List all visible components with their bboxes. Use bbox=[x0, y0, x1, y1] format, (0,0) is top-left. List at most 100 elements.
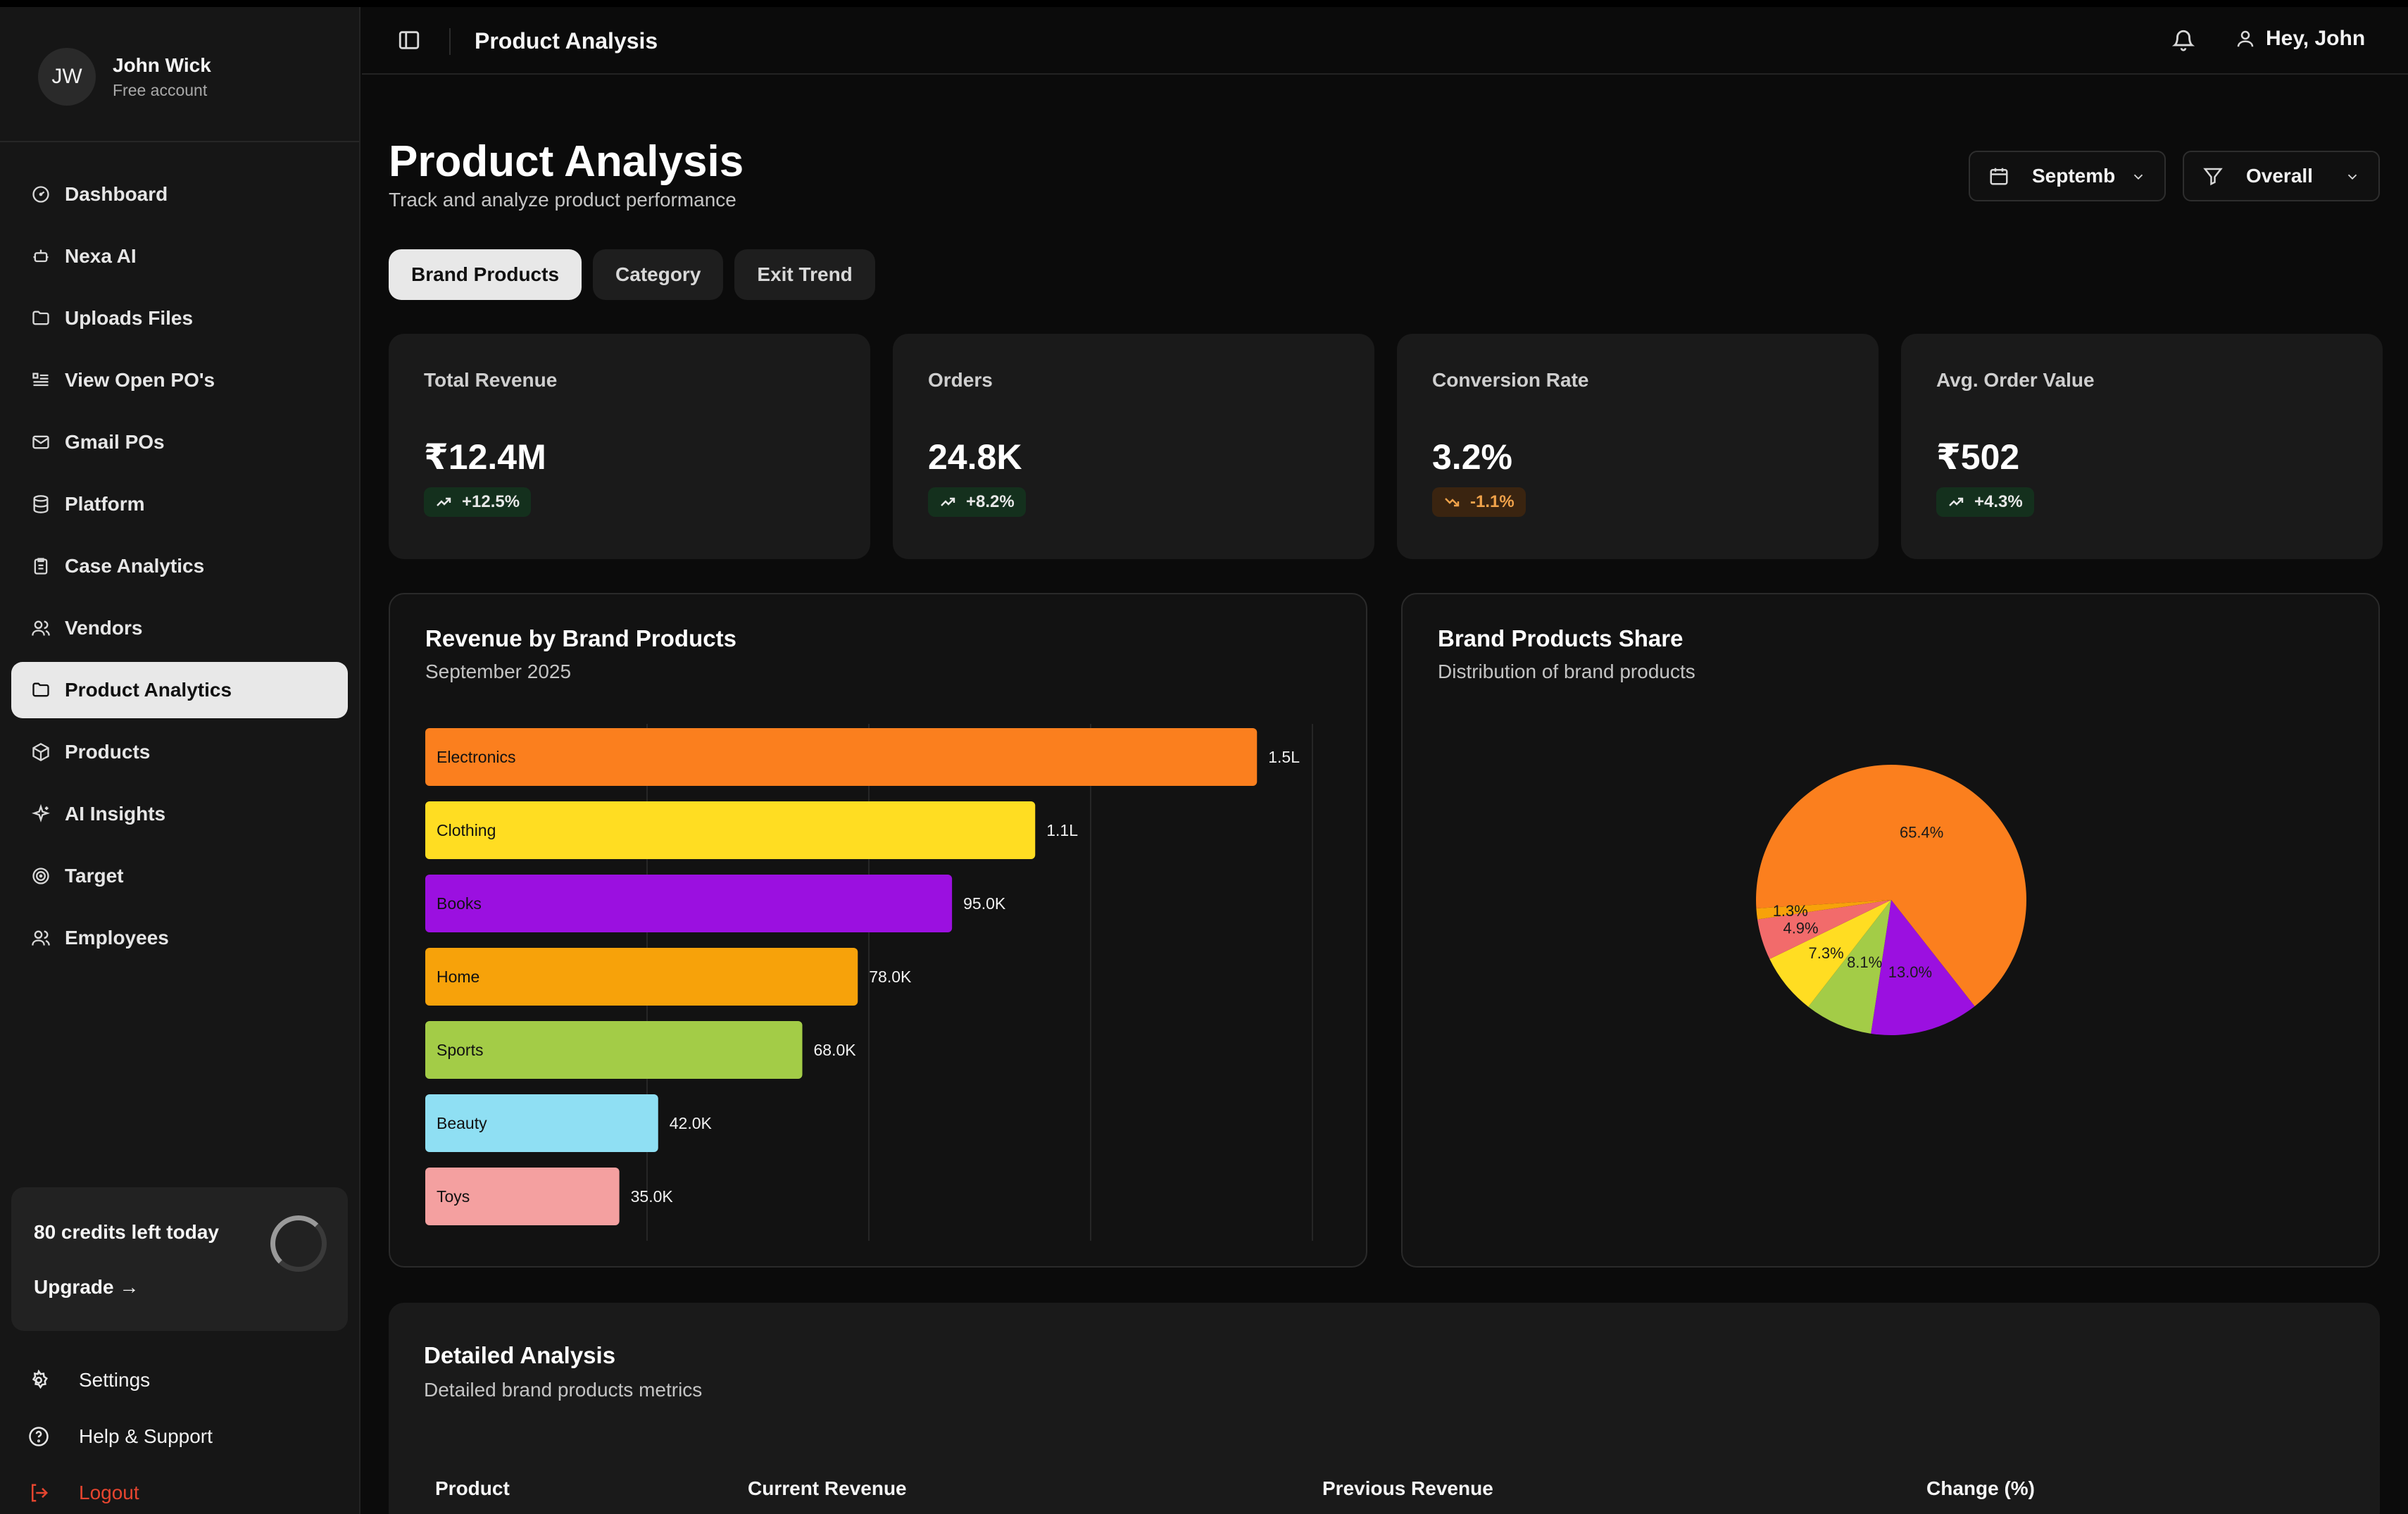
metric-change-badge: +4.3% bbox=[1936, 487, 2034, 517]
bar-value-label: 78.0K bbox=[869, 968, 912, 986]
analysis-tabs: Brand Products Category Exit Trend bbox=[389, 249, 886, 300]
pie-slice-label: 7.3% bbox=[1808, 944, 1843, 962]
bell-icon[interactable] bbox=[2171, 28, 2195, 56]
help-support-link[interactable]: Help & Support bbox=[28, 1408, 213, 1465]
sidebar-item-platform[interactable]: Platform bbox=[11, 476, 348, 532]
column-header-product[interactable]: Product bbox=[435, 1477, 510, 1499]
sidebar-item-products[interactable]: Products bbox=[11, 724, 348, 780]
sidebar-item-view-open-po-s[interactable]: View Open PO's bbox=[11, 352, 348, 408]
scope-filter-select[interactable]: Overall bbox=[2183, 151, 2380, 201]
pie-slice-label: 65.4% bbox=[1900, 824, 1943, 842]
bar-clothing[interactable] bbox=[425, 801, 1036, 859]
sidebar-toggle-icon[interactable] bbox=[397, 28, 421, 56]
clipboard-icon bbox=[30, 555, 52, 577]
bar-books[interactable] bbox=[425, 875, 953, 932]
detail-subtitle: Detailed brand products metrics bbox=[424, 1379, 703, 1401]
sidebar-item-case-analytics[interactable]: Case Analytics bbox=[11, 538, 348, 594]
metric-change-text: +12.5% bbox=[462, 492, 520, 511]
bar-chart-subtitle: September 2025 bbox=[425, 661, 572, 682]
pie-chart-subtitle: Distribution of brand products bbox=[1438, 661, 1695, 682]
user-plan: Free account bbox=[113, 80, 208, 99]
chevron-down-icon bbox=[2347, 174, 2357, 180]
avatar: JW bbox=[38, 48, 96, 106]
bar-value-label: 1.1L bbox=[1046, 821, 1078, 839]
sidebar-divider bbox=[0, 141, 359, 142]
pie-slice-label: 8.1% bbox=[1847, 953, 1882, 971]
box-icon bbox=[30, 741, 52, 763]
pie-chart-title: Brand Products Share bbox=[1438, 625, 1683, 651]
metric-card-total-revenue: Total Revenue ₹12.4M +12.5% bbox=[389, 334, 870, 559]
detailed-analysis-card: Detailed Analysis Detailed brand product… bbox=[389, 1303, 2380, 1514]
upgrade-link[interactable]: Upgrade → bbox=[34, 1276, 139, 1298]
column-header-current-revenue[interactable]: Current Revenue bbox=[748, 1477, 907, 1499]
sidebar: JW John Wick Free account Dashboard Nexa… bbox=[0, 7, 360, 1514]
dashboard-icon bbox=[30, 183, 52, 206]
scope-filter-value: Overall bbox=[2246, 165, 2313, 187]
month-select[interactable]: Septemb bbox=[1969, 151, 2166, 201]
metric-card-avg-order-value: Avg. Order Value ₹502 +4.3% bbox=[1901, 334, 2383, 559]
pie-slice-label: 4.9% bbox=[1783, 920, 1818, 937]
pie-slice[interactable] bbox=[1808, 900, 1891, 1034]
logout-icon bbox=[28, 1482, 51, 1503]
trending-up-icon bbox=[939, 494, 966, 511]
pie-slice[interactable] bbox=[1757, 900, 1891, 959]
sidebar-item-target[interactable]: Target bbox=[11, 848, 348, 904]
sidebar-item-label: Platform bbox=[65, 493, 145, 515]
column-header-change[interactable]: Change (%) bbox=[1926, 1477, 2035, 1499]
sidebar-item-label: Vendors bbox=[65, 617, 143, 639]
bar-value-label: 1.5L bbox=[1268, 748, 1300, 766]
credits-panel: 80 credits left today Upgrade → bbox=[11, 1187, 348, 1331]
bar-value-label: 68.0K bbox=[814, 1041, 857, 1059]
help-support-label: Help & Support bbox=[79, 1425, 213, 1447]
users-icon bbox=[30, 617, 52, 639]
trending-down-icon bbox=[1443, 494, 1470, 511]
sidebar-item-label: Dashboard bbox=[65, 183, 168, 205]
brand-share-pie-chart-card: Brand Products Share Distribution of bra… bbox=[1401, 593, 2380, 1268]
metric-card-orders: Orders 24.8K +8.2% bbox=[893, 334, 1374, 559]
pie-slice[interactable] bbox=[1756, 900, 1891, 920]
sidebar-item-product-analytics[interactable]: Product Analytics bbox=[11, 662, 348, 718]
sidebar-item-label: Employees bbox=[65, 927, 169, 949]
sidebar-item-nexa-ai[interactable]: Nexa AI bbox=[11, 228, 348, 284]
bar-electronics[interactable] bbox=[425, 728, 1258, 786]
mail-icon bbox=[30, 431, 52, 453]
sidebar-item-label: View Open PO's bbox=[65, 369, 215, 391]
pie-slice[interactable] bbox=[1769, 900, 1891, 1007]
bar-home[interactable] bbox=[425, 948, 858, 1006]
gear-icon bbox=[28, 1370, 51, 1391]
sidebar-item-employees[interactable]: Employees bbox=[11, 910, 348, 966]
metric-value: 24.8K bbox=[928, 437, 1022, 477]
sidebar-item-dashboard[interactable]: Dashboard bbox=[11, 166, 348, 223]
logout-label: Logout bbox=[79, 1482, 139, 1503]
sidebar-item-vendors[interactable]: Vendors bbox=[11, 600, 348, 656]
metric-value: 3.2% bbox=[1432, 437, 1512, 477]
pie-slice[interactable] bbox=[1871, 900, 1975, 1035]
pie-slice[interactable] bbox=[1756, 765, 2026, 1006]
bar-toys[interactable] bbox=[425, 1168, 620, 1225]
sparkles-icon bbox=[30, 803, 52, 825]
loading-spinner-icon bbox=[270, 1215, 327, 1272]
month-select-value: Septemb bbox=[2032, 165, 2116, 187]
sidebar-item-uploads-files[interactable]: Uploads Files bbox=[11, 290, 348, 346]
greeting-text: Hey, John bbox=[2266, 27, 2366, 50]
bar-category-label: Sports bbox=[437, 1041, 483, 1059]
user-profile[interactable]: JW John Wick Free account bbox=[38, 48, 211, 106]
tab-exit-trend[interactable]: Exit Trend bbox=[734, 249, 875, 300]
sidebar-item-gmail-pos[interactable]: Gmail POs bbox=[11, 414, 348, 470]
list-icon bbox=[30, 369, 52, 392]
sidebar-item-label: Product Analytics bbox=[65, 679, 232, 701]
tab-brand-products[interactable]: Brand Products bbox=[389, 249, 582, 300]
tab-category[interactable]: Category bbox=[593, 249, 724, 300]
settings-link[interactable]: Settings bbox=[28, 1352, 213, 1408]
bar-sports[interactable] bbox=[425, 1021, 803, 1079]
bar-category-label: Electronics bbox=[437, 748, 515, 766]
folder-icon bbox=[30, 307, 52, 330]
sidebar-item-ai-insights[interactable]: AI Insights bbox=[11, 786, 348, 842]
bar-beauty[interactable] bbox=[425, 1094, 658, 1152]
pie-slice-label: 1.3% bbox=[1773, 902, 1808, 920]
column-header-previous-revenue[interactable]: Previous Revenue bbox=[1322, 1477, 1493, 1499]
user-menu[interactable]: Hey, John bbox=[2235, 27, 2365, 51]
logout-link[interactable]: Logout bbox=[28, 1465, 213, 1514]
metric-card-conversion-rate: Conversion Rate 3.2% -1.1% bbox=[1397, 334, 1879, 559]
folder-icon bbox=[30, 679, 52, 701]
